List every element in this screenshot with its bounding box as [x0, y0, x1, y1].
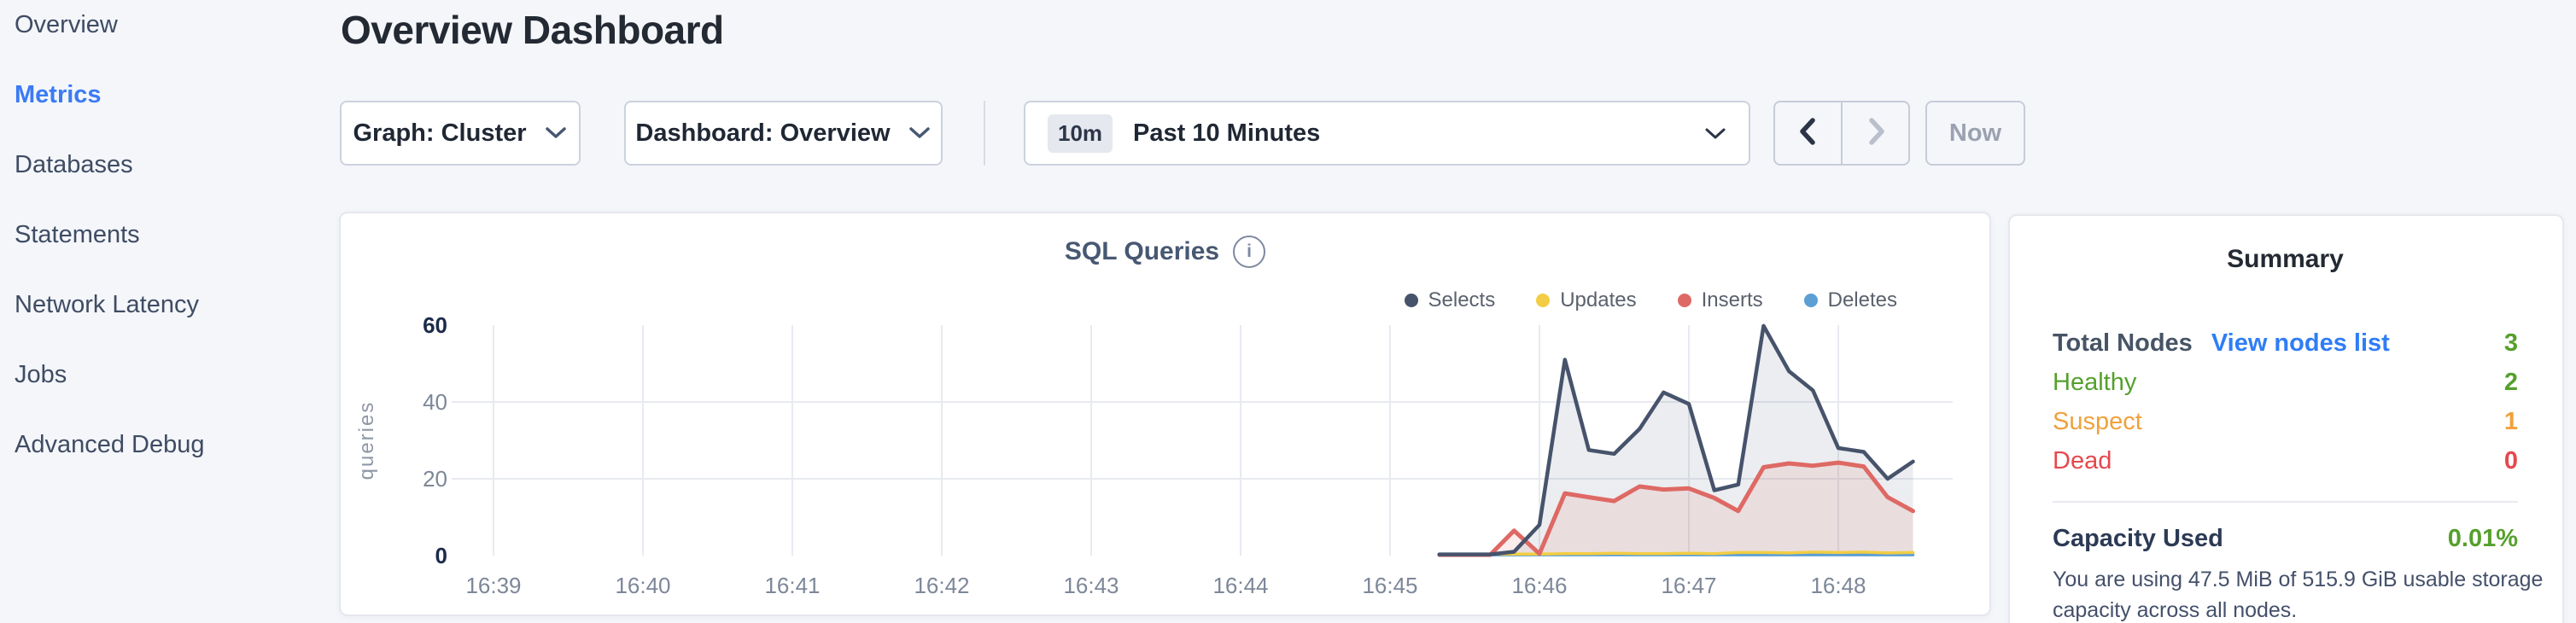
legend-item-inserts: Inserts [1677, 288, 1763, 312]
healthy-label: Healthy [2053, 368, 2137, 396]
legend-label: Inserts [1701, 288, 1763, 312]
sidebar-item-network-latency[interactable]: Network Latency [15, 290, 199, 318]
now-button[interactable]: Now [1925, 101, 2025, 166]
svg-text:16:46: 16:46 [1511, 573, 1567, 598]
capacity-used-row: Capacity Used 0.01% [2053, 518, 2518, 559]
total-nodes-label: Total Nodes [2053, 329, 2193, 357]
svg-text:40: 40 [423, 389, 447, 415]
sql-queries-chart-card: 16:39 16:40 16:41 16:42 16:43 16:44 16:45 16:46… [339, 212, 1991, 616]
svg-text:16:42: 16:42 [914, 573, 969, 598]
legend-label: Updates [1560, 288, 1637, 312]
svg-text:16:45: 16:45 [1362, 573, 1417, 598]
svg-text:16:39: 16:39 [465, 573, 521, 598]
chart-title: SQL Queries [1064, 237, 1220, 265]
chevron-right-icon [1861, 115, 1890, 152]
svg-text:20: 20 [423, 466, 447, 492]
suspect-nodes-row: Suspect 1 [2053, 402, 2518, 441]
svg-text:queries: queries [355, 401, 378, 480]
sidebar-item-jobs[interactable]: Jobs [15, 360, 67, 388]
page-title: Overview Dashboard [341, 8, 724, 52]
sidebar: Overview Metrics Databases Statements Networ… [0, 0, 339, 480]
legend-dot-deletes [1803, 294, 1818, 307]
suspect-label: Suspect [2053, 407, 2142, 435]
legend-label: Selects [1428, 288, 1496, 312]
dead-label: Dead [2053, 446, 2112, 475]
svg-text:16:47: 16:47 [1661, 573, 1716, 598]
sidebar-item-databases[interactable]: Databases [15, 150, 133, 178]
dead-value: 0 [2503, 446, 2518, 475]
legend-dot-inserts [1677, 294, 1691, 307]
suspect-value: 1 [2503, 407, 2518, 435]
dashboard-dropdown-label: Dashboard: Overview [635, 119, 891, 147]
summary-title: Summary [2227, 245, 2344, 273]
time-window-label: Past 10 Minutes [1133, 119, 1321, 147]
healthy-value: 2 [2503, 368, 2518, 396]
sql-queries-chart-plot[interactable]: 16:39 16:40 16:41 16:42 16:43 16:44 16:45 16:46… [341, 213, 1993, 618]
graph-scope-dropdown[interactable]: Graph: Cluster [340, 101, 581, 166]
svg-text:16:43: 16:43 [1063, 573, 1119, 598]
dead-nodes-row: Dead 0 [2053, 441, 2518, 480]
chevron-down-icon [908, 119, 932, 148]
chevron-down-icon [544, 119, 568, 148]
chevron-left-icon [1794, 115, 1823, 152]
svg-text:0: 0 [435, 543, 447, 568]
summary-panel: Summary Total Nodes View nodes list 3 He… [2008, 214, 2564, 623]
summary-rows: Total Nodes View nodes list 3 Healthy 2 Su… [2053, 323, 2518, 480]
graph-scope-dropdown-label: Graph: Cluster [353, 119, 527, 147]
svg-text:16:41: 16:41 [764, 573, 820, 598]
capacity-used-label: Capacity Used [2053, 524, 2223, 552]
toolbar-divider [984, 101, 985, 166]
now-button-label: Now [1948, 119, 2002, 147]
legend-item-updates: Updates [1536, 288, 1637, 312]
chart-legend: Selects Updates Inserts Deletes [1404, 288, 1897, 312]
total-nodes-row: Total Nodes View nodes list 3 [2053, 323, 2518, 363]
legend-dot-updates [1536, 294, 1551, 307]
time-step-button-group [1773, 101, 1910, 166]
dashboard-dropdown[interactable]: Dashboard: Overview [624, 101, 943, 166]
legend-dot-selects [1404, 294, 1418, 307]
info-icon[interactable]: i [1233, 236, 1266, 268]
capacity-used-value: 0.01% [2447, 524, 2518, 552]
svg-text:16:40: 16:40 [615, 573, 670, 598]
sidebar-item-advanced-debug[interactable]: Advanced Debug [15, 430, 205, 458]
legend-item-selects: Selects [1404, 288, 1496, 312]
previous-time-window-button[interactable] [1775, 102, 1843, 164]
sidebar-item-statements[interactable]: Statements [15, 220, 140, 248]
healthy-nodes-row: Healthy 2 [2053, 363, 2518, 402]
total-nodes-value: 3 [2503, 329, 2518, 357]
legend-label: Deletes [1827, 288, 1897, 312]
legend-item-deletes: Deletes [1803, 288, 1897, 312]
summary-divider [2053, 501, 2518, 503]
svg-text:16:48: 16:48 [1810, 573, 1866, 598]
chart-title-row: SQL Queries i [341, 236, 1989, 268]
svg-text:60: 60 [423, 312, 447, 338]
chevron-down-icon [1704, 119, 1726, 148]
svg-text:16:44: 16:44 [1212, 573, 1268, 598]
view-nodes-list-link[interactable]: View nodes list [2211, 329, 2390, 357]
node-status-rows: Healthy 2 Suspect 1 Dead 0 [2053, 363, 2518, 480]
time-window-badge: 10m [1048, 114, 1113, 153]
time-window-dropdown[interactable]: 10m Past 10 Minutes [1024, 101, 1750, 166]
sidebar-item-metrics[interactable]: Metrics [15, 80, 102, 108]
next-time-window-button[interactable] [1843, 102, 1908, 164]
sidebar-item-overview[interactable]: Overview [15, 10, 118, 38]
capacity-caption: You are using 47.5 MiB of 515.9 GiB usab… [2053, 568, 2544, 622]
